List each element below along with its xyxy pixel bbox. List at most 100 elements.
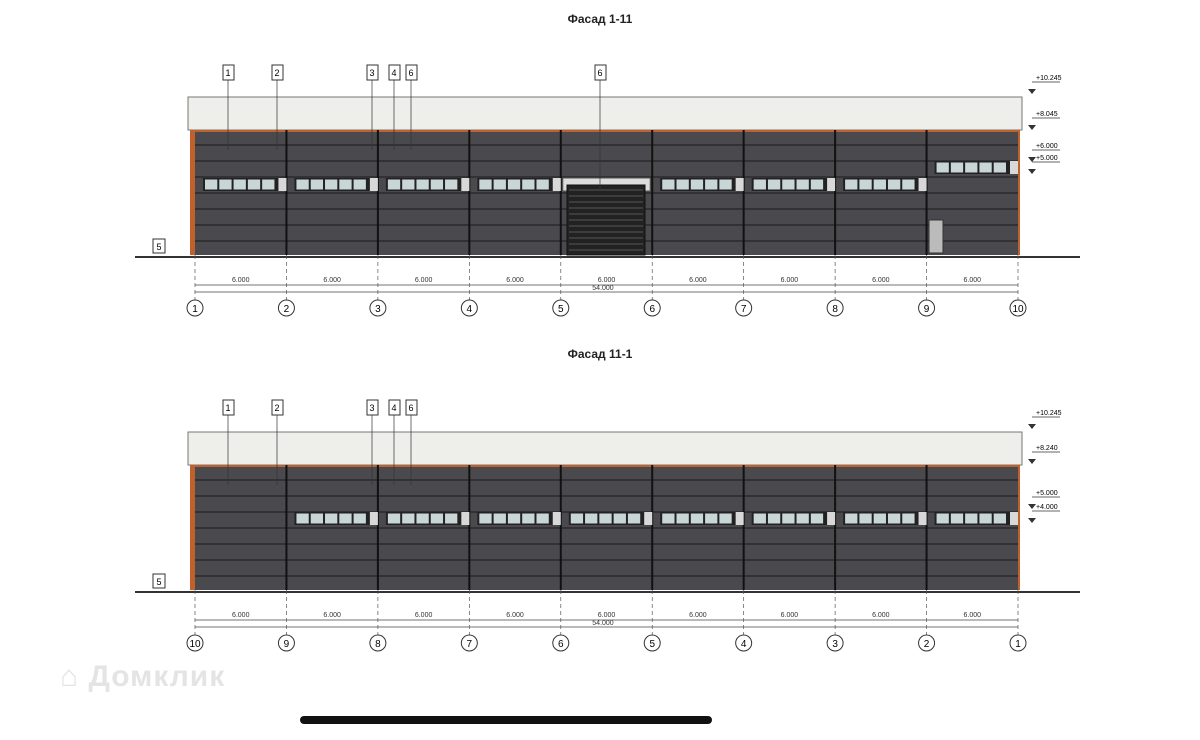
- axis-bubble: [918, 634, 936, 652]
- window-pane: [676, 513, 689, 524]
- callout-label: 2: [274, 403, 279, 413]
- window-pane: [950, 162, 964, 173]
- window-pane: [627, 513, 641, 524]
- window-pane: [676, 179, 689, 190]
- window-pane: [873, 179, 886, 190]
- axis-bubble: [643, 634, 661, 652]
- axis-label: 4: [741, 639, 747, 650]
- callout-label: 6: [408, 68, 413, 78]
- callout-5: 5: [156, 577, 161, 587]
- window-pane: [705, 513, 718, 524]
- level-label: +8.240: [1036, 445, 1058, 452]
- window-pane: [993, 513, 1006, 524]
- window-pane: [570, 513, 584, 524]
- band-spacer: [644, 512, 653, 525]
- window-pane: [796, 513, 809, 524]
- facade-2-title: Фасад 11-1: [567, 347, 633, 361]
- band-spacer: [278, 178, 287, 191]
- window-pane: [430, 513, 444, 524]
- axis-bubble: [186, 634, 204, 652]
- window-pane: [810, 513, 824, 524]
- window-pane: [719, 513, 732, 524]
- window-pane: [310, 179, 324, 190]
- axis-label: 7: [467, 639, 473, 650]
- window-pane: [507, 513, 521, 524]
- window-pane: [705, 179, 718, 190]
- axis-label: 1: [192, 304, 198, 315]
- axis-label: 3: [375, 304, 381, 315]
- window-pane: [233, 179, 246, 190]
- bay-dimension: 6.000: [232, 612, 250, 619]
- window-pane: [979, 162, 992, 173]
- bay-dimension: 6.000: [689, 277, 707, 284]
- window-pane: [690, 513, 704, 524]
- window-pane: [353, 179, 366, 190]
- window-pane: [296, 513, 309, 524]
- axis-label: 10: [1012, 304, 1024, 315]
- axis-bubble: [186, 299, 204, 317]
- window-pane: [536, 513, 549, 524]
- window-pane: [993, 162, 1006, 173]
- axis-label: 6: [558, 639, 564, 650]
- axis-label: 8: [375, 639, 381, 650]
- band-spacer: [552, 178, 561, 191]
- window-pane: [887, 513, 901, 524]
- window-pane: [507, 179, 521, 190]
- window-pane: [613, 513, 626, 524]
- bay-dimension: 6.000: [598, 277, 616, 284]
- window-pane: [753, 179, 766, 190]
- callout-box: [388, 399, 401, 416]
- window-pane: [810, 179, 824, 190]
- callout-box: [271, 64, 284, 81]
- callout-label: 4: [391, 403, 396, 413]
- axis-bubble: [826, 299, 844, 317]
- window-pane: [219, 179, 232, 190]
- level-label: +5.000: [1036, 155, 1058, 162]
- window-pane: [845, 513, 858, 524]
- window-pane: [479, 513, 492, 524]
- parapet: [187, 96, 1023, 131]
- axis-label: 1: [1015, 639, 1021, 650]
- level-marker: [1028, 424, 1036, 429]
- bay-dimension: 6.000: [781, 612, 799, 619]
- window-pane: [522, 179, 535, 190]
- window-pane: [262, 179, 275, 190]
- window-pane: [965, 162, 978, 173]
- window-pane: [536, 179, 549, 190]
- window-pane: [859, 513, 872, 524]
- axis-bubble: [369, 299, 387, 317]
- callout-label: 6: [597, 68, 602, 78]
- band-spacer: [461, 178, 470, 191]
- callout-box: [222, 64, 235, 81]
- window-pane: [416, 513, 429, 524]
- level-marker: [1028, 518, 1036, 523]
- callout-box: [222, 399, 235, 416]
- bay-dimension: 6.000: [232, 277, 250, 284]
- axis-label: 5: [558, 304, 564, 315]
- level-marker: [1028, 504, 1036, 509]
- axis-bubble: [460, 299, 478, 317]
- level-marker: [1028, 89, 1036, 94]
- home-indicator[interactable]: [300, 716, 712, 724]
- callout-box: [366, 64, 379, 81]
- window-pane: [522, 513, 535, 524]
- level-label: +10.245: [1036, 75, 1062, 82]
- window-pane: [430, 179, 444, 190]
- window-pane: [753, 513, 766, 524]
- axis-label: 9: [924, 304, 930, 315]
- band-spacer: [918, 178, 927, 191]
- axis-bubble: [277, 634, 295, 652]
- window-pane: [339, 179, 352, 190]
- level-marker: [1028, 157, 1036, 162]
- band-spacer: [369, 512, 378, 525]
- bay-dimension: 6.000: [964, 277, 982, 284]
- window-pane: [445, 513, 458, 524]
- window-pane: [205, 179, 218, 190]
- axis-label: 2: [284, 304, 290, 315]
- axis-bubble: [735, 299, 753, 317]
- window-pane: [387, 513, 401, 524]
- window-pane: [493, 179, 506, 190]
- window-pane: [599, 513, 612, 524]
- band-spacer: [369, 178, 378, 191]
